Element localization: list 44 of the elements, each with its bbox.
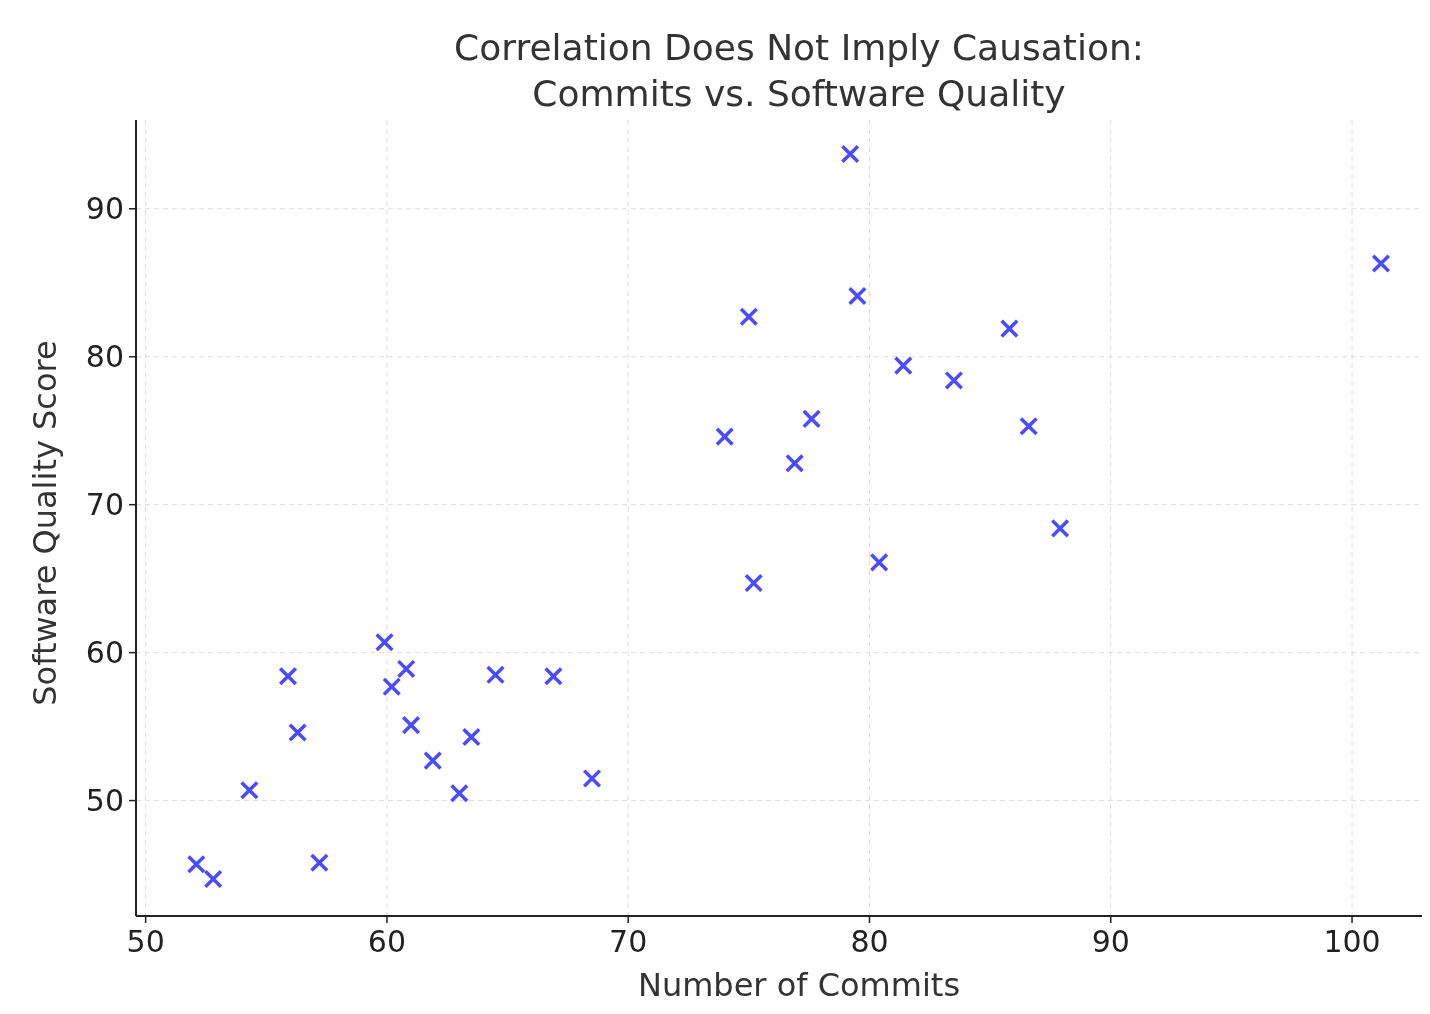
point xyxy=(423,751,443,771)
point xyxy=(186,854,206,874)
x-tick-label: 50 xyxy=(126,924,165,959)
point xyxy=(288,723,308,743)
point xyxy=(485,665,506,685)
point xyxy=(449,783,469,803)
point xyxy=(999,319,1019,339)
y-tick-label: 50 xyxy=(85,782,124,818)
point xyxy=(944,370,964,390)
y-tick-label: 90 xyxy=(85,190,124,226)
point xyxy=(582,768,602,788)
point xyxy=(785,453,805,473)
x-axis-title: Number of Commits xyxy=(637,966,961,1004)
x-tick-label: 80 xyxy=(850,924,889,959)
point xyxy=(374,632,395,652)
point xyxy=(461,727,481,747)
y-tick-label: 60 xyxy=(85,634,124,670)
y-tick-label: 80 xyxy=(85,338,124,374)
chart-title: Correlation Does Not Imply Causation: Commits vs. Software Quality xyxy=(454,27,1144,114)
point xyxy=(382,677,402,697)
point xyxy=(715,427,735,447)
y-tick-label: 70 xyxy=(85,486,124,522)
point xyxy=(847,286,867,306)
point xyxy=(802,409,822,429)
point xyxy=(1050,518,1070,538)
point xyxy=(893,356,913,376)
point xyxy=(739,307,759,327)
point xyxy=(744,573,764,593)
point xyxy=(543,666,563,686)
point xyxy=(840,144,860,164)
y-axis-title: Software Quality Score xyxy=(26,340,64,706)
point xyxy=(401,715,421,735)
x-tick-label: 100 xyxy=(1323,924,1381,959)
x-tick-label: 70 xyxy=(609,924,648,959)
point xyxy=(869,552,889,572)
point xyxy=(239,780,259,800)
point xyxy=(396,659,416,679)
x-tick-label: 90 xyxy=(1091,924,1130,959)
point xyxy=(1371,253,1391,274)
x-tick-label: 60 xyxy=(367,924,407,959)
point xyxy=(1019,416,1039,436)
point xyxy=(309,853,329,873)
point xyxy=(203,869,223,889)
point xyxy=(278,666,298,686)
